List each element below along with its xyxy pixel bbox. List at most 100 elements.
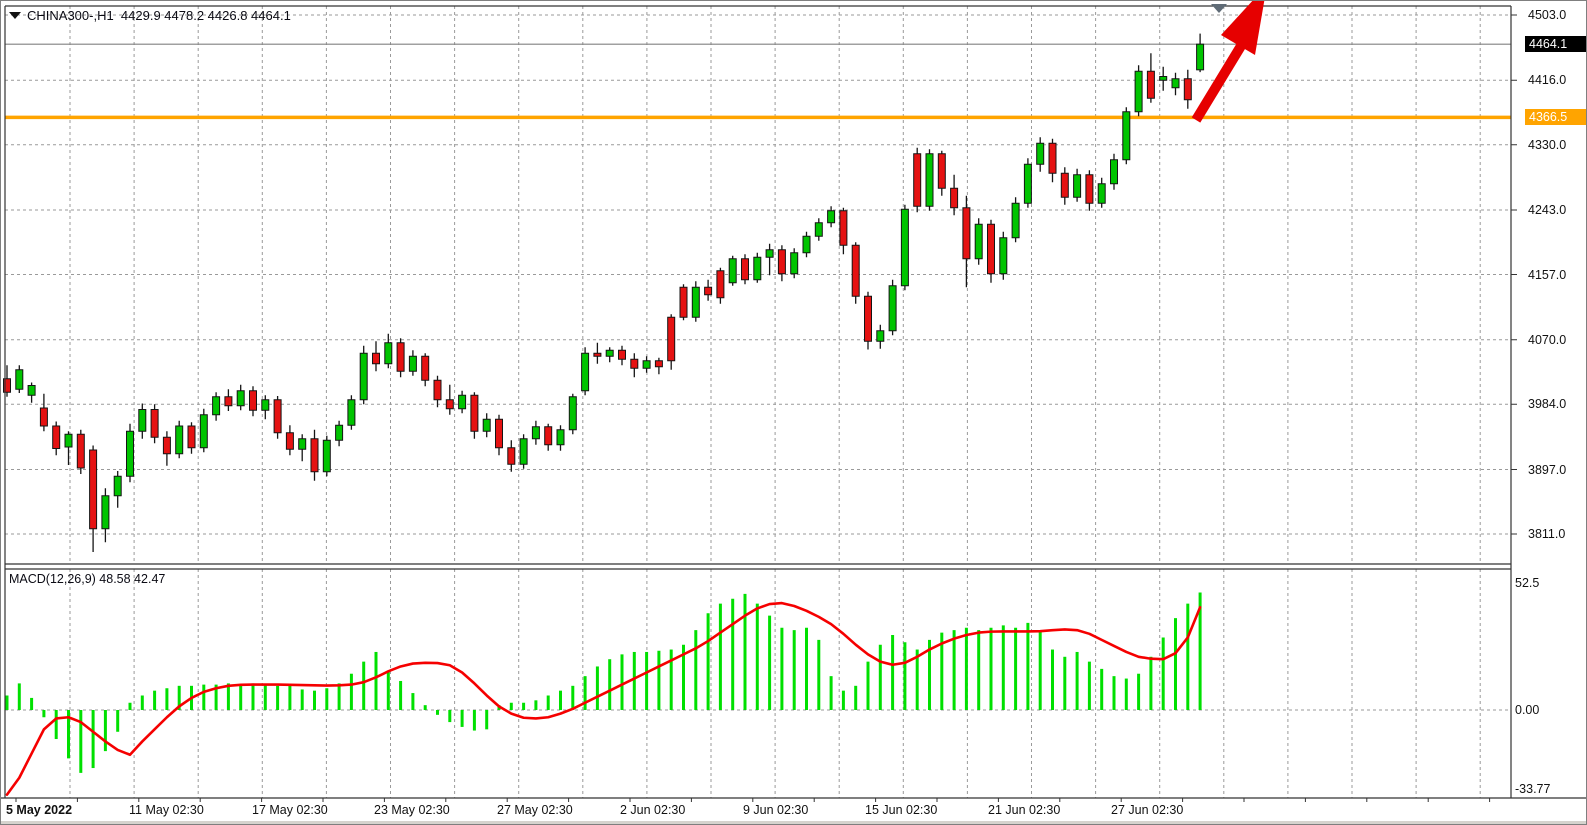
candle-body	[1171, 78, 1180, 89]
price-tick-label: 3897.0	[1528, 462, 1567, 477]
candle-body	[236, 390, 245, 407]
candle-body	[1023, 163, 1032, 204]
candle-body	[1146, 70, 1155, 99]
time-tick-label: 27 Jun 02:30	[1111, 803, 1184, 817]
candle-body	[1011, 202, 1020, 239]
price-tick-label: 4503.0	[1528, 8, 1567, 22]
candle-body	[384, 342, 393, 365]
candle-body	[396, 342, 405, 372]
candle-body	[482, 418, 491, 432]
candle-body	[175, 425, 184, 455]
candle-body	[212, 396, 221, 416]
candle-body	[162, 436, 171, 455]
candle-body	[1110, 159, 1118, 185]
candle-body	[593, 352, 602, 357]
time-tick-label: 11 May 02:30	[129, 803, 204, 817]
candle-body	[76, 433, 85, 469]
candle-body	[987, 223, 995, 275]
candle-body	[630, 358, 639, 369]
candle-body	[1097, 183, 1106, 204]
candle-body	[704, 286, 713, 296]
price-tick-label: 4070.0	[1528, 332, 1567, 347]
candle-body	[1159, 76, 1168, 81]
candle-body	[519, 438, 528, 465]
candle-body	[1085, 174, 1094, 204]
candle-body	[445, 399, 454, 410]
candle-body	[359, 352, 368, 401]
candle-body	[654, 360, 663, 368]
candle-body	[1073, 174, 1082, 198]
candle-body	[1048, 142, 1057, 174]
candle-body	[39, 407, 48, 427]
candle-body	[667, 316, 676, 362]
candle-body	[790, 252, 799, 275]
candle-body	[224, 396, 233, 407]
macd-signal-line	[5, 601, 1202, 796]
time-tick-label: 9 Jun 02:30	[743, 803, 809, 817]
price-tick-label: 3984.0	[1528, 397, 1567, 412]
candle-body	[765, 249, 774, 258]
candle-body	[581, 352, 590, 392]
candle-body	[679, 286, 688, 318]
candle-body	[618, 349, 626, 360]
macd-indicator-label: MACD(12,26,9) 48.58 42.47	[9, 572, 166, 586]
time-tick-label: 17 May 02:30	[252, 803, 328, 817]
candle-body	[1134, 70, 1143, 113]
candle-body	[408, 355, 417, 372]
candle-body	[64, 433, 73, 448]
candle-body	[138, 409, 147, 432]
chart-title-text: CHINA300-,H1 4429.9 4478.2 4426.8 4464.1	[27, 8, 291, 23]
candle-body	[1122, 111, 1131, 161]
candle-body	[458, 394, 467, 410]
candle-body	[962, 207, 971, 260]
candle-body	[199, 414, 208, 449]
candle-body	[827, 210, 836, 224]
price-tick-label: 4157.0	[1528, 267, 1567, 282]
candle-body	[605, 349, 614, 357]
price-tick-label: 4330.0	[1528, 137, 1567, 152]
candle-body	[691, 286, 700, 318]
hline-price-badge: 4366.5	[1525, 109, 1586, 126]
candle-body	[101, 495, 110, 530]
time-tick-label: 27 May 02:30	[497, 803, 573, 817]
down-triangle-marker	[1211, 4, 1227, 13]
candle-body	[261, 399, 270, 411]
candle-body	[716, 270, 725, 299]
candle-body	[851, 244, 860, 297]
candle-body	[52, 425, 61, 449]
candle-body	[150, 409, 159, 438]
macd-tick-label: 0.00	[1515, 703, 1540, 717]
macd-tick-label: 52.5	[1515, 576, 1540, 591]
candle-body	[273, 399, 282, 434]
candle-body	[876, 330, 885, 342]
candle-body	[249, 390, 257, 411]
candle-body	[433, 379, 442, 401]
candle-body	[322, 439, 331, 473]
time-tick-label: 21 Jun 02:30	[988, 803, 1061, 817]
candle-body	[1036, 142, 1045, 165]
candle-body	[741, 258, 749, 281]
candle-body	[3, 378, 11, 393]
candle-body	[531, 426, 540, 440]
candle-body	[839, 210, 848, 246]
price-tick-label: 4243.0	[1528, 203, 1567, 217]
time-tick-label: 23 May 02:30	[374, 803, 450, 817]
candle-body	[568, 396, 577, 431]
candle-body	[470, 394, 479, 432]
candle-body	[335, 424, 344, 441]
candle-body	[27, 385, 36, 396]
candle-body	[1183, 78, 1192, 101]
candle-body	[495, 418, 503, 449]
chart-dropdown-icon[interactable]	[9, 12, 21, 19]
candle-body	[113, 475, 122, 497]
candle-body	[89, 449, 98, 530]
current-price-badge: 4464.1	[1525, 36, 1586, 53]
price-tick-label: 3811.0	[1528, 527, 1566, 541]
candle-body	[372, 352, 380, 365]
candle-body	[974, 223, 983, 260]
time-tick-label: 5 May 2022	[6, 803, 73, 817]
candle-body	[126, 430, 134, 477]
candle-body	[802, 235, 811, 254]
